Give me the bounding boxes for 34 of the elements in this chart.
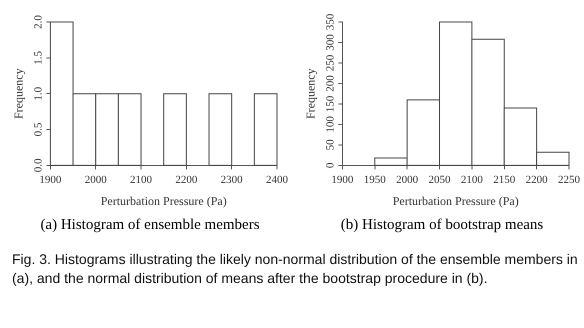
y-tick-label: 300 [324,34,336,51]
y-tick-label: 100 [324,116,336,133]
y-axis-title: Frequency [11,68,26,120]
x-tick-label: 2000 [396,174,419,186]
y-tick-label: 2.0 [32,14,44,29]
y-tick-label: 150 [324,95,336,112]
y-tick-label: 250 [324,54,336,72]
y-tick-label: 1.5 [32,50,44,65]
y-axis-title: Frequency [303,68,318,120]
x-tick-label: 2050 [428,174,452,186]
x-tick-label: 2250 [558,174,580,186]
x-tick-label: 1900 [39,174,62,186]
y-tick-label: 0.0 [32,158,44,172]
x-axis-title: Perturbation Pressure (Pa) [100,194,227,208]
x-tick-label: 2300 [220,174,244,186]
x-tick-label: 2100 [130,174,153,186]
y-tick-label: 1.0 [32,86,44,101]
y-tick-label: 350 [324,13,336,30]
x-tick-label: 2200 [526,174,548,186]
x-axis-title: Perturbation Pressure (Pa) [392,194,519,208]
y-tick-label: 0.5 [32,122,44,136]
text: (a) Histogram of ensemble members [39,217,261,234]
x-tick-label: 1950 [364,174,386,186]
y-tick-label: 200 [324,74,336,92]
text: (b) Histogram of bootstrap means [340,217,544,234]
caption: Fig. 3. Histograms illustrating the likely non-normal distribution of the ensemble members in (a), and the normal distribution of means after the bootstrap procedure in (b). [11,250,579,288]
x-tick-label: 2200 [175,174,198,186]
x-tick-label: 2100 [460,174,484,186]
x-tick-label: 2000 [84,174,108,186]
x-tick-label: 2400 [266,174,288,186]
y-tick-label: 0 [324,162,336,168]
y-tick-label: 50 [324,138,336,150]
x-tick-label: 1900 [331,174,354,186]
x-tick-label: 2150 [493,174,516,186]
